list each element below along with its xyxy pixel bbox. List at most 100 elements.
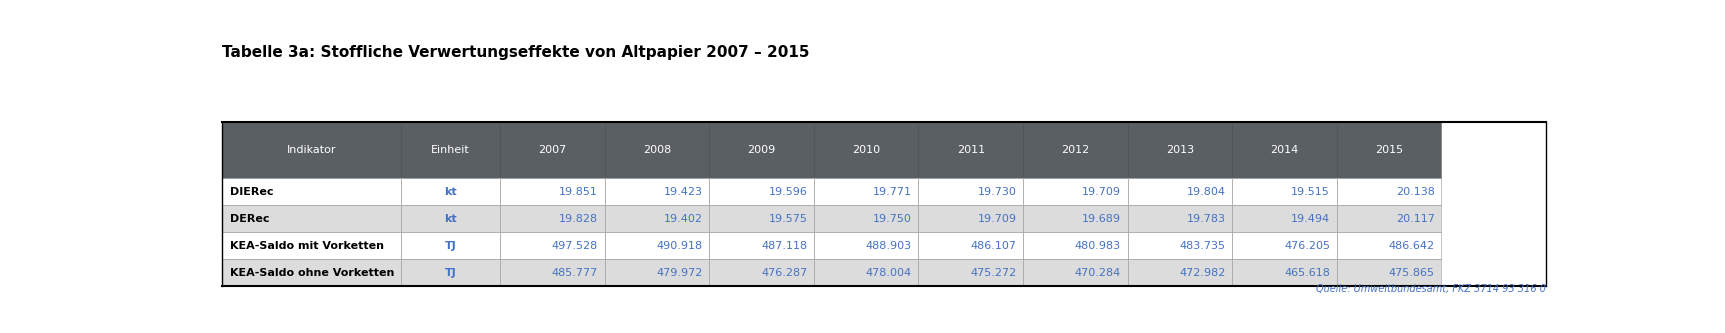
FancyBboxPatch shape bbox=[814, 205, 918, 232]
Text: 2008: 2008 bbox=[643, 145, 671, 155]
Text: 480.983: 480.983 bbox=[1075, 241, 1121, 251]
FancyBboxPatch shape bbox=[709, 232, 814, 259]
FancyBboxPatch shape bbox=[1232, 232, 1337, 259]
FancyBboxPatch shape bbox=[223, 178, 400, 205]
Text: 465.618: 465.618 bbox=[1283, 268, 1330, 278]
Text: 2012: 2012 bbox=[1061, 145, 1090, 155]
Text: 19.709: 19.709 bbox=[1082, 187, 1121, 197]
FancyBboxPatch shape bbox=[1337, 178, 1442, 205]
FancyBboxPatch shape bbox=[1023, 205, 1128, 232]
Text: KEA-Saldo ohne Vorketten: KEA-Saldo ohne Vorketten bbox=[231, 268, 395, 278]
Text: 19.804: 19.804 bbox=[1187, 187, 1225, 197]
FancyBboxPatch shape bbox=[400, 178, 500, 205]
FancyBboxPatch shape bbox=[400, 122, 500, 178]
FancyBboxPatch shape bbox=[1232, 259, 1337, 286]
Text: 478.004: 478.004 bbox=[866, 268, 913, 278]
Text: 2007: 2007 bbox=[538, 145, 566, 155]
Text: 19.783: 19.783 bbox=[1187, 214, 1225, 224]
Text: 488.903: 488.903 bbox=[866, 241, 913, 251]
Text: 19.689: 19.689 bbox=[1082, 214, 1121, 224]
FancyBboxPatch shape bbox=[918, 205, 1023, 232]
FancyBboxPatch shape bbox=[1337, 232, 1442, 259]
Text: DIERec: DIERec bbox=[231, 187, 274, 197]
FancyBboxPatch shape bbox=[1232, 178, 1337, 205]
Text: kt: kt bbox=[445, 187, 457, 197]
FancyBboxPatch shape bbox=[1128, 205, 1232, 232]
Text: 19.730: 19.730 bbox=[978, 187, 1016, 197]
FancyBboxPatch shape bbox=[400, 232, 500, 259]
Text: 476.205: 476.205 bbox=[1283, 241, 1330, 251]
FancyBboxPatch shape bbox=[709, 178, 814, 205]
Text: 485.777: 485.777 bbox=[552, 268, 599, 278]
FancyBboxPatch shape bbox=[1232, 122, 1337, 178]
FancyBboxPatch shape bbox=[918, 259, 1023, 286]
FancyBboxPatch shape bbox=[1023, 178, 1128, 205]
FancyBboxPatch shape bbox=[605, 122, 709, 178]
Text: 19.402: 19.402 bbox=[664, 214, 702, 224]
FancyBboxPatch shape bbox=[223, 205, 400, 232]
Text: 19.851: 19.851 bbox=[559, 187, 599, 197]
Text: 2011: 2011 bbox=[957, 145, 985, 155]
Text: 20.117: 20.117 bbox=[1396, 214, 1435, 224]
FancyBboxPatch shape bbox=[400, 205, 500, 232]
FancyBboxPatch shape bbox=[814, 232, 918, 259]
FancyBboxPatch shape bbox=[918, 232, 1023, 259]
Text: 476.287: 476.287 bbox=[761, 268, 807, 278]
FancyBboxPatch shape bbox=[1023, 122, 1128, 178]
FancyBboxPatch shape bbox=[1128, 232, 1232, 259]
FancyBboxPatch shape bbox=[1128, 122, 1232, 178]
Text: Tabelle 3a: Stoffliche Verwertungseffekte von Altpapier 2007 – 2015: Tabelle 3a: Stoffliche Verwertungseffekt… bbox=[223, 45, 809, 60]
Text: 2014: 2014 bbox=[1270, 145, 1299, 155]
FancyBboxPatch shape bbox=[709, 205, 814, 232]
Text: KEA-Saldo mit Vorketten: KEA-Saldo mit Vorketten bbox=[231, 241, 385, 251]
FancyBboxPatch shape bbox=[1023, 232, 1128, 259]
FancyBboxPatch shape bbox=[918, 122, 1023, 178]
Text: DERec: DERec bbox=[231, 214, 269, 224]
Text: 2013: 2013 bbox=[1166, 145, 1194, 155]
FancyBboxPatch shape bbox=[1337, 259, 1442, 286]
FancyBboxPatch shape bbox=[223, 259, 400, 286]
Text: 19.494: 19.494 bbox=[1290, 214, 1330, 224]
FancyBboxPatch shape bbox=[500, 259, 605, 286]
Text: Quelle: Umweltbundesamt, FKZ 3714 93 316 0: Quelle: Umweltbundesamt, FKZ 3714 93 316… bbox=[1316, 284, 1546, 294]
Text: 19.575: 19.575 bbox=[768, 214, 807, 224]
FancyBboxPatch shape bbox=[1232, 205, 1337, 232]
FancyBboxPatch shape bbox=[1337, 205, 1442, 232]
FancyBboxPatch shape bbox=[1337, 122, 1442, 178]
Text: Einheit: Einheit bbox=[431, 145, 469, 155]
Text: 19.596: 19.596 bbox=[768, 187, 807, 197]
Text: TJ: TJ bbox=[445, 268, 457, 278]
FancyBboxPatch shape bbox=[605, 259, 709, 286]
Text: 2009: 2009 bbox=[747, 145, 776, 155]
FancyBboxPatch shape bbox=[605, 178, 709, 205]
Text: 19.750: 19.750 bbox=[873, 214, 913, 224]
Text: 2015: 2015 bbox=[1375, 145, 1402, 155]
Text: 19.828: 19.828 bbox=[559, 214, 599, 224]
Text: 19.423: 19.423 bbox=[664, 187, 702, 197]
FancyBboxPatch shape bbox=[814, 178, 918, 205]
Text: 479.972: 479.972 bbox=[656, 268, 702, 278]
Text: 483.735: 483.735 bbox=[1180, 241, 1225, 251]
FancyBboxPatch shape bbox=[500, 232, 605, 259]
Text: 470.284: 470.284 bbox=[1075, 268, 1121, 278]
FancyBboxPatch shape bbox=[500, 122, 605, 178]
Text: 19.771: 19.771 bbox=[873, 187, 913, 197]
Text: 486.642: 486.642 bbox=[1389, 241, 1435, 251]
FancyBboxPatch shape bbox=[918, 178, 1023, 205]
FancyBboxPatch shape bbox=[1128, 178, 1232, 205]
FancyBboxPatch shape bbox=[709, 259, 814, 286]
FancyBboxPatch shape bbox=[500, 205, 605, 232]
Text: 487.118: 487.118 bbox=[761, 241, 807, 251]
FancyBboxPatch shape bbox=[605, 232, 709, 259]
Text: 2010: 2010 bbox=[852, 145, 880, 155]
Text: 475.865: 475.865 bbox=[1389, 268, 1435, 278]
Text: TJ: TJ bbox=[445, 241, 457, 251]
FancyBboxPatch shape bbox=[500, 178, 605, 205]
Text: 475.272: 475.272 bbox=[969, 268, 1016, 278]
Text: Indikator: Indikator bbox=[286, 145, 336, 155]
FancyBboxPatch shape bbox=[1023, 259, 1128, 286]
Text: kt: kt bbox=[445, 214, 457, 224]
FancyBboxPatch shape bbox=[605, 205, 709, 232]
FancyBboxPatch shape bbox=[400, 259, 500, 286]
Text: 19.709: 19.709 bbox=[978, 214, 1016, 224]
